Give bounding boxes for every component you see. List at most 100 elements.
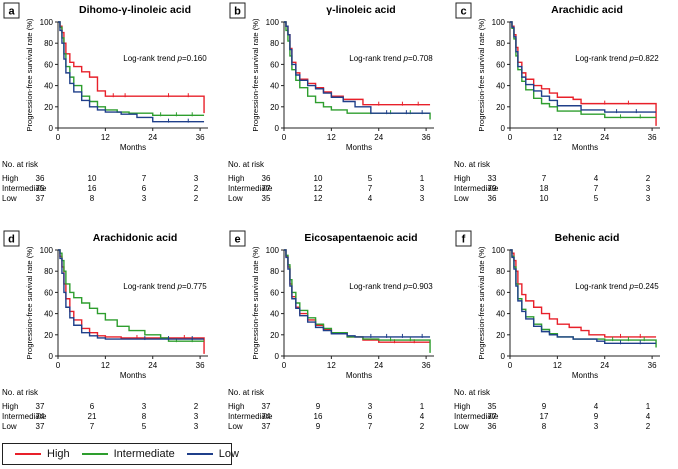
panel-title: γ-linoleic acid [326, 4, 395, 16]
y-tick-label: 0 [275, 352, 280, 361]
x-tick-label: 24 [600, 361, 609, 370]
y-tick-label: 20 [270, 331, 279, 340]
risk-row-label-high: High [454, 402, 470, 411]
risk-value: 8 [142, 412, 147, 421]
risk-value: 1 [420, 402, 425, 411]
panel-title: Behenic acid [555, 232, 620, 244]
risk-value: 36 [36, 174, 45, 183]
y-tick-label: 100 [492, 18, 506, 27]
km-curve-high [284, 21, 431, 106]
y-axis-label: Progression-free survival rate (%) [25, 246, 34, 360]
x-tick-label: 12 [327, 361, 336, 370]
x-tick-label: 0 [508, 361, 513, 370]
x-tick-label: 36 [422, 133, 431, 142]
x-tick-label: 12 [101, 133, 110, 142]
x-tick-label: 0 [282, 361, 287, 370]
x-tick-label: 24 [148, 133, 157, 142]
km-curve-low [58, 21, 205, 123]
risk-row-label-intermediate: Intermediate [2, 184, 47, 193]
km-curve-intermediate [284, 21, 431, 120]
y-tick-label: 20 [44, 103, 53, 112]
km-curve-intermediate [510, 249, 657, 348]
risk-value: 74 [262, 412, 271, 421]
x-tick-label: 0 [282, 133, 287, 142]
risk-value: 6 [90, 402, 95, 411]
y-tick-label: 40 [496, 82, 505, 91]
risk-value: 1 [420, 174, 425, 183]
risk-value: 3 [594, 422, 599, 431]
y-tick-label: 60 [496, 60, 505, 69]
risk-value: 1 [646, 402, 651, 411]
panel-badge [455, 230, 472, 247]
risk-value: 33 [488, 174, 497, 183]
km-curve-high [58, 249, 205, 354]
y-tick-label: 40 [44, 82, 53, 91]
panel-badge [229, 2, 246, 19]
risk-value: 3 [142, 402, 147, 411]
risk-value: 37 [262, 422, 271, 431]
risk-row-label-intermediate: Intermediate [454, 184, 499, 193]
legend-label-low: Low [218, 448, 239, 460]
y-tick-label: 100 [266, 18, 280, 27]
km-curve-high [510, 249, 657, 338]
legend: High Intermediate Low [2, 443, 239, 465]
legend-swatch-low [186, 453, 213, 455]
risk-value: 7 [368, 422, 373, 431]
x-tick-label: 24 [600, 133, 609, 142]
y-tick-label: 40 [44, 310, 53, 319]
y-tick-label: 60 [270, 288, 279, 297]
risk-value: 7 [368, 184, 373, 193]
risk-row-label-high: High [454, 174, 470, 183]
x-tick-label: 36 [648, 361, 657, 370]
risk-value: 7 [90, 422, 95, 431]
risk-value: 9 [316, 402, 321, 411]
risk-value: 37 [36, 194, 45, 203]
risk-value: 9 [594, 412, 599, 421]
panel-title: Arachidonic acid [93, 232, 178, 244]
y-axis-label: Progression-free survival rate (%) [251, 246, 260, 360]
risk-value: 2 [646, 422, 651, 431]
risk-value: 37 [262, 402, 271, 411]
risk-value: 35 [262, 194, 271, 203]
x-tick-label: 12 [553, 133, 562, 142]
risk-value: 2 [646, 174, 651, 183]
risk-value: 4 [646, 412, 651, 421]
risk-row-label-high: High [228, 402, 244, 411]
risk-value: 3 [646, 184, 651, 193]
x-tick-label: 36 [196, 361, 205, 370]
x-tick-label: 12 [101, 361, 110, 370]
risk-row-label-low: Low [228, 194, 243, 203]
x-axis-label: Months [572, 371, 598, 380]
y-tick-label: 80 [44, 39, 53, 48]
y-tick-label: 100 [266, 246, 280, 255]
y-tick-label: 0 [501, 352, 506, 361]
x-tick-label: 0 [56, 361, 61, 370]
risk-value: 5 [368, 174, 373, 183]
risk-value: 37 [36, 422, 45, 431]
x-tick-label: 12 [327, 133, 336, 142]
legend-item-low: Low [186, 448, 239, 460]
x-tick-label: 0 [56, 133, 61, 142]
y-tick-label: 60 [270, 60, 279, 69]
risk-value: 10 [540, 194, 549, 203]
risk-value: 9 [542, 402, 547, 411]
risk-value: 18 [540, 184, 549, 193]
risk-value: 4 [594, 174, 599, 183]
risk-row-label-low: Low [2, 194, 17, 203]
logrank-annotation: Log-rank trend p=0.903 [349, 282, 433, 291]
panel-title: Eicosapentaenoic acid [304, 232, 417, 244]
risk-title: No. at risk [2, 388, 39, 397]
risk-value: 36 [262, 174, 271, 183]
risk-value: 16 [88, 184, 97, 193]
risk-value: 9 [316, 422, 321, 431]
panel-letter: e [234, 234, 240, 246]
legend-label-intermediate: Intermediate [113, 448, 175, 460]
y-tick-label: 100 [40, 18, 54, 27]
km-curve-low [510, 21, 657, 113]
km-curve-intermediate [58, 249, 205, 342]
risk-value: 3 [194, 174, 199, 183]
y-tick-label: 20 [496, 331, 505, 340]
risk-value: 37 [36, 402, 45, 411]
risk-value: 36 [488, 422, 497, 431]
legend-item-intermediate: Intermediate [81, 448, 175, 460]
